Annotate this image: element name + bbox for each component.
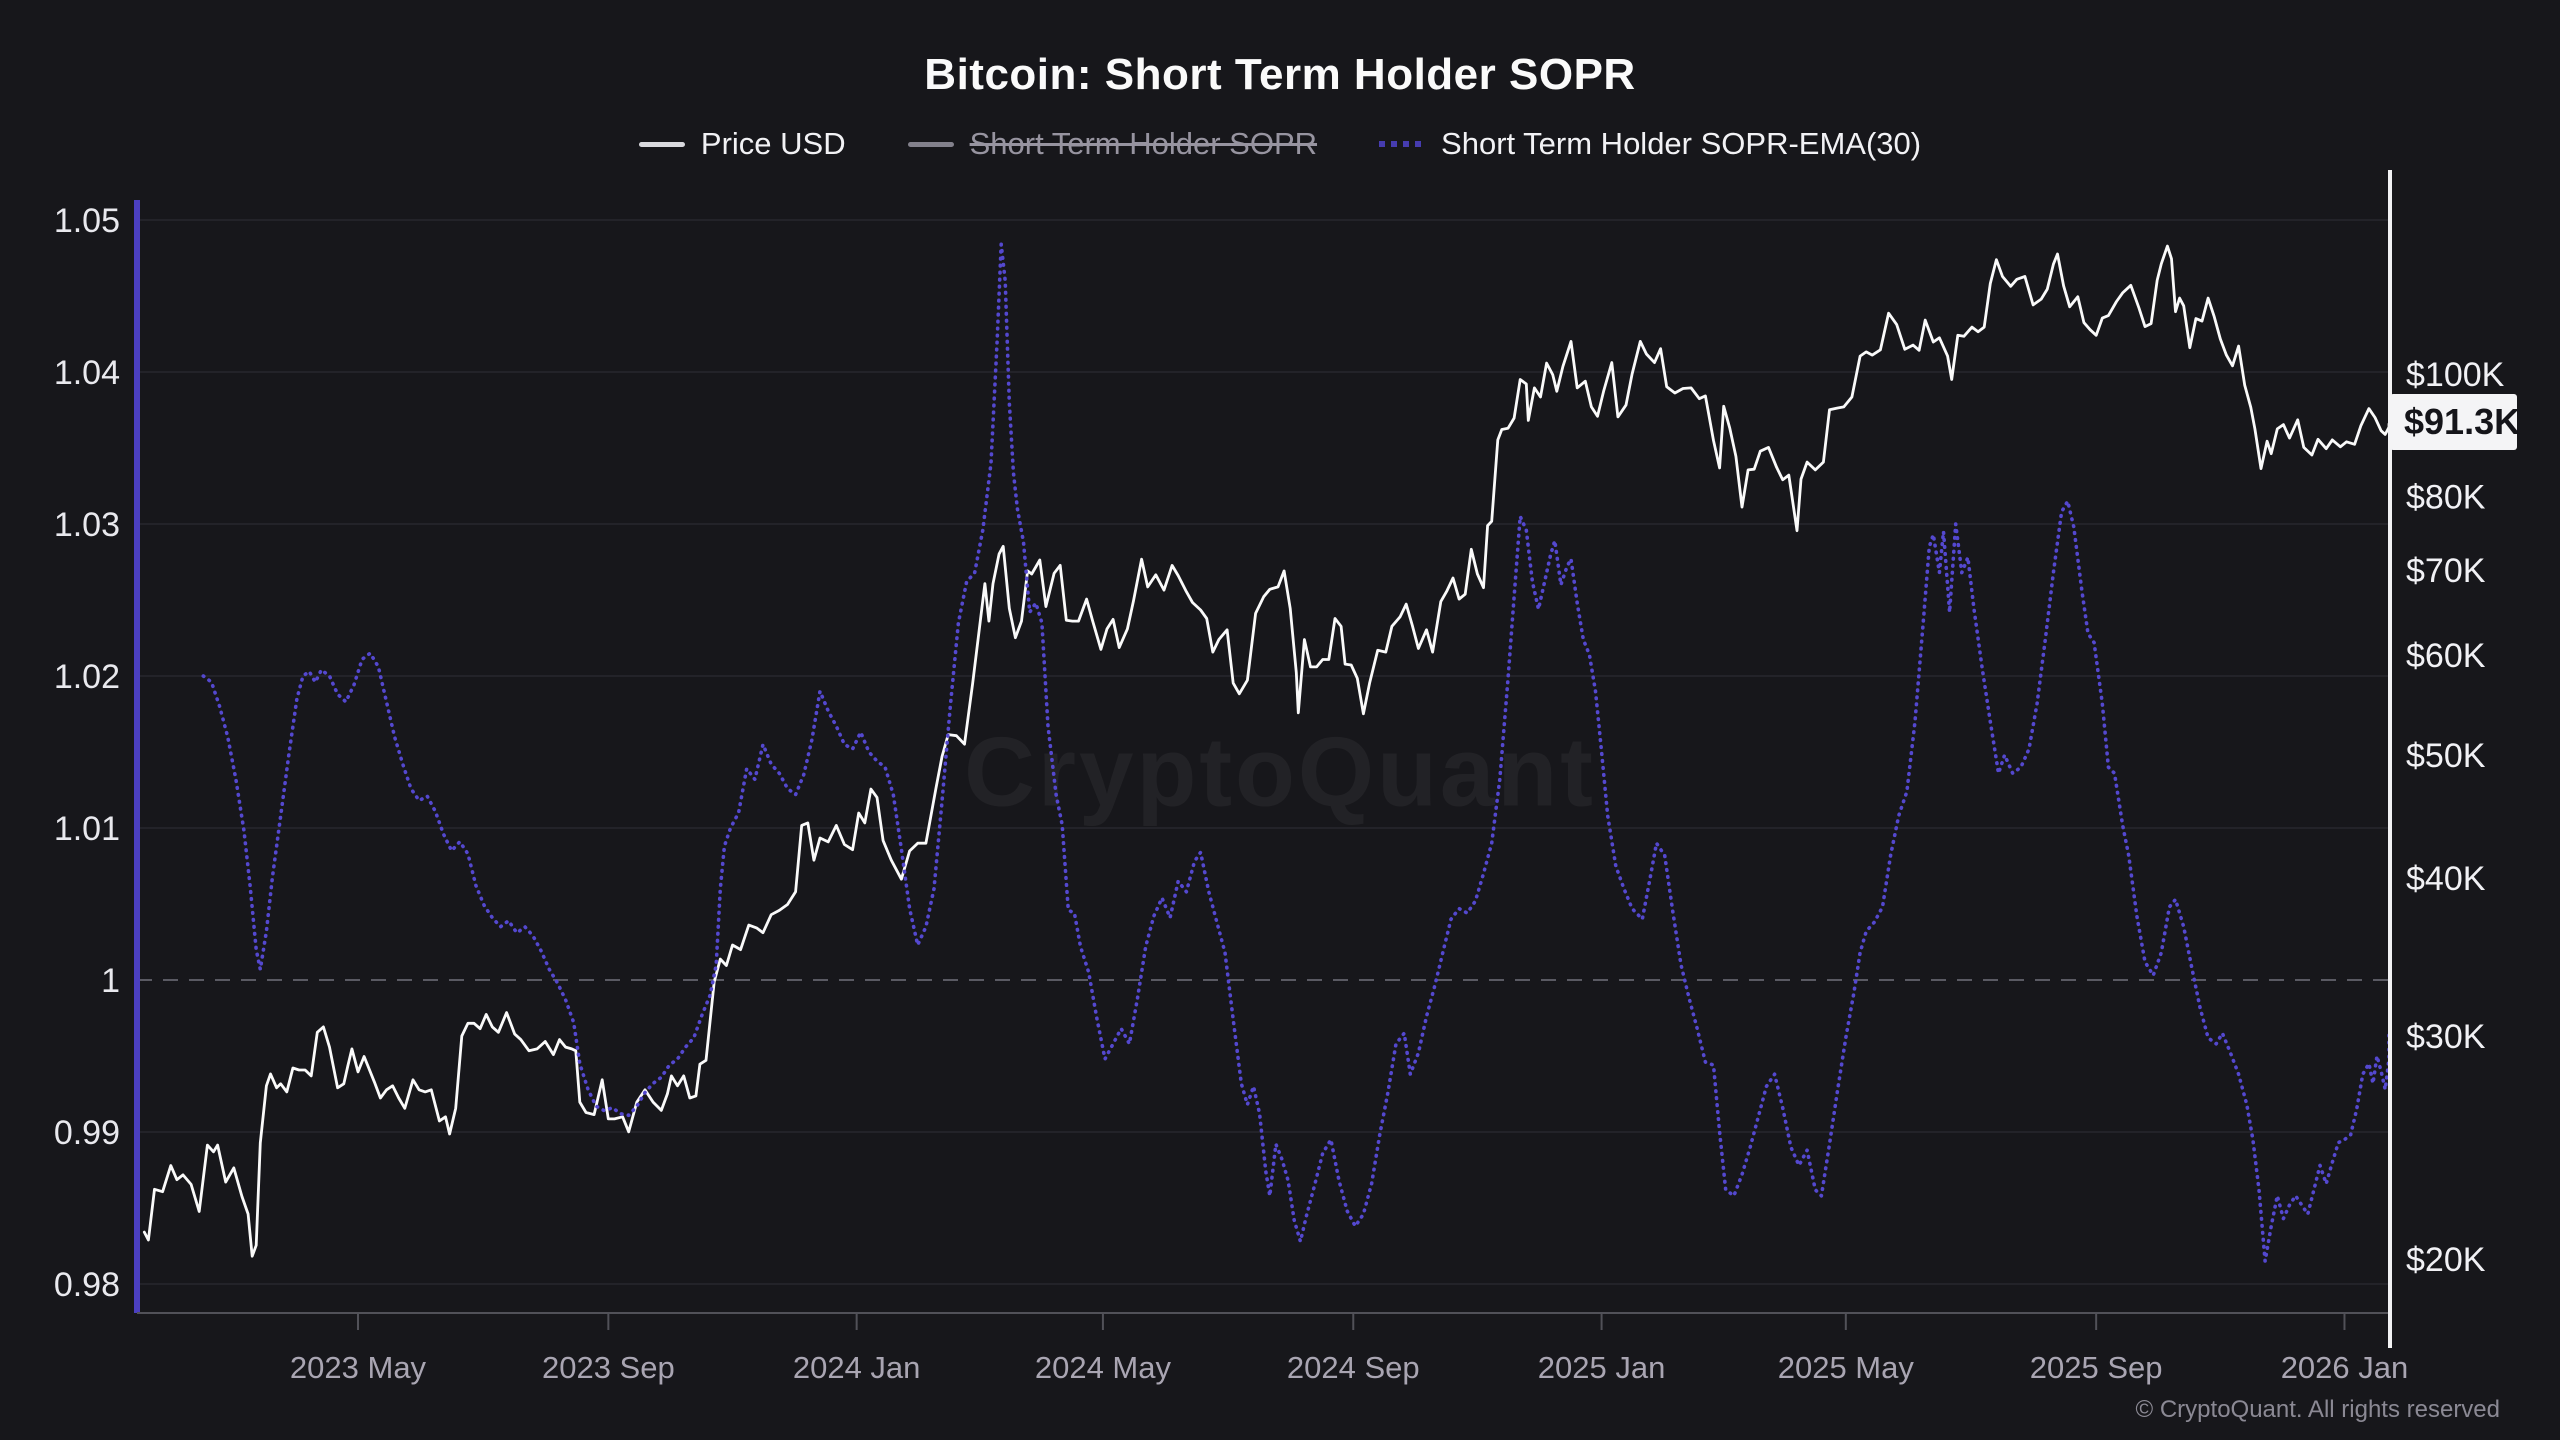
- x-axis-tick-label: 2024 Sep: [1287, 1350, 1420, 1385]
- left-axis-tick-label: 0.99: [54, 1114, 120, 1152]
- left-axis-tick-label: 1.03: [54, 506, 120, 544]
- left-axis-tick-label: 0.98: [54, 1266, 120, 1304]
- legend: Price USD Short Term Holder SOPR Short T…: [0, 126, 2560, 162]
- x-axis-tick-label: 2025 May: [1778, 1350, 1915, 1385]
- line-swatch-icon: [638, 141, 685, 147]
- x-axis-tick-label: 2024 Jan: [793, 1350, 921, 1385]
- x-axis-tick-label: 2023 May: [290, 1350, 427, 1385]
- right-axis-tick-label: $20K: [2406, 1241, 2486, 1279]
- sopr-ema-dotted-line: [201, 242, 2390, 1263]
- x-axis-tick-label: 2026 Jan: [2281, 1350, 2409, 1385]
- right-axis-line: [2388, 170, 2392, 1348]
- left-axis-tick-label: 1: [101, 962, 120, 1000]
- legend-item-sth-sopr-disabled[interactable]: Short Term Holder SOPR: [907, 126, 1318, 162]
- dotted-line-swatch-icon: [1379, 141, 1426, 147]
- legend-label: Short Term Holder SOPR-EMA(30): [1441, 126, 1922, 161]
- right-axis-tick-label: $50K: [2406, 737, 2486, 775]
- grid-layer: [137, 219, 2389, 1285]
- axes-layer: [134, 170, 2392, 1348]
- left-axis-line: [134, 200, 140, 1313]
- right-axis-tick-label: $80K: [2406, 479, 2486, 517]
- label-layer: 1.05 1.04 1.03 1.02 1.01 1 0.99 0.98 $100K $80K $7…: [54, 202, 2505, 1385]
- right-axis-tick-label: $30K: [2406, 1018, 2486, 1056]
- price-usd-line: [142, 244, 2390, 1258]
- legend-item-sth-sopr-ema30[interactable]: Short Term Holder SOPR-EMA(30): [1379, 126, 1921, 162]
- x-axis-tick-label: 2024 May: [1035, 1350, 1172, 1385]
- price-tag-bg: [2390, 394, 2517, 450]
- price-tag-value: $91.3K: [2404, 401, 2520, 442]
- x-axis-tick-label: 2023 Sep: [542, 1350, 675, 1385]
- line-swatch-icon: [907, 141, 954, 147]
- left-axis-tick-label: 1.04: [54, 354, 120, 392]
- x-axis-tick-label: 2025 Sep: [2030, 1350, 2163, 1385]
- current-price-tag: $91.3K: [2390, 394, 2520, 450]
- right-axis-tick-label: $60K: [2406, 637, 2486, 675]
- page-title: Bitcoin: Short Term Holder SOPR: [924, 50, 1636, 99]
- copyright-footer: © CryptoQuant. All rights reserved: [2135, 1396, 2501, 1423]
- legend-label: Price USD: [700, 126, 846, 161]
- series-layer: [142, 242, 2390, 1263]
- left-axis-tick-label: 1.02: [54, 658, 120, 696]
- legend-label-strikethrough: Short Term Holder SOPR: [969, 126, 1318, 161]
- cryptoquant-watermark: CryptoQuant: [964, 716, 1596, 827]
- x-axis-tick-label: 2025 Jan: [1538, 1350, 1666, 1385]
- right-axis-tick-label: $40K: [2406, 860, 2486, 898]
- legend-item-price-usd[interactable]: Price USD: [638, 126, 846, 162]
- left-axis-tick-label: 1.01: [54, 810, 120, 848]
- right-axis-tick-label: $100K: [2406, 356, 2505, 394]
- left-axis-tick-label: 1.05: [54, 202, 120, 240]
- right-axis-tick-label: $70K: [2406, 552, 2486, 590]
